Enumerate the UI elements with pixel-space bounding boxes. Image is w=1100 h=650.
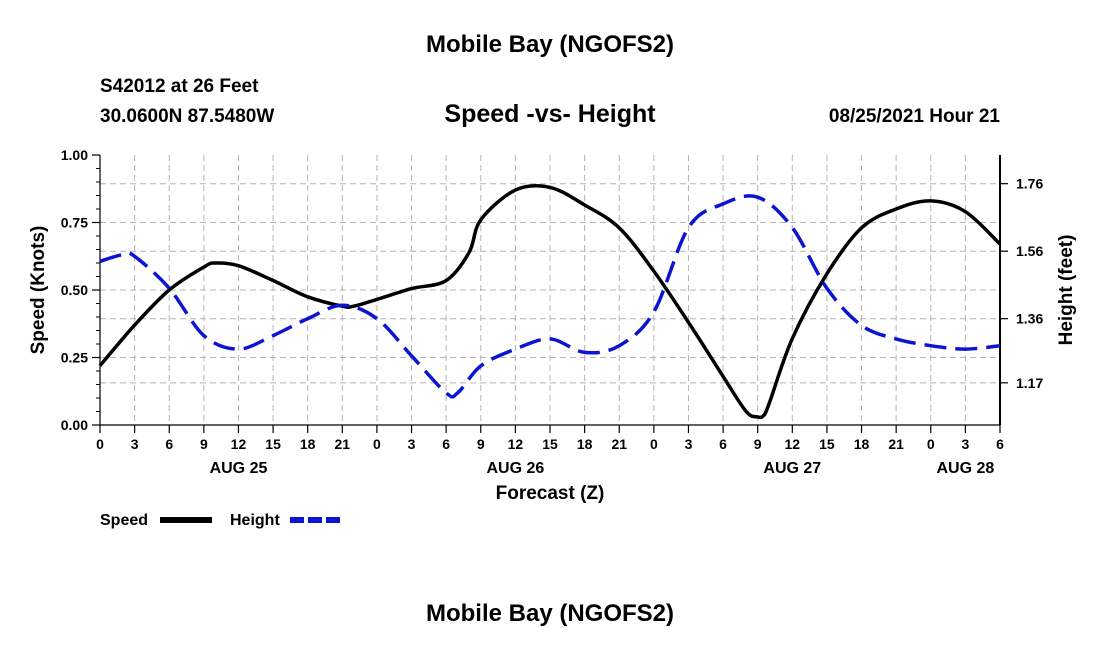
x-tick-label: 21 [611, 436, 627, 452]
y-tick-label: 0.00 [61, 417, 88, 433]
x-tick-label: 15 [542, 436, 558, 452]
x-tick-label: 3 [685, 436, 693, 452]
forecast-datetime: 08/25/2021 Hour 21 [828, 106, 1000, 127]
legend-height-label: Height [230, 512, 280, 529]
y2-axis-title: Height (feet) [1056, 235, 1077, 346]
y-axis-title: Speed (Knots) [28, 226, 49, 355]
chart-title: Mobile Bay (NGOFS2) [425, 31, 675, 58]
x-tick-label: 0 [927, 436, 935, 452]
x-tick-label: 15 [819, 436, 835, 452]
legend-speed-label: Speed [100, 512, 148, 529]
x-date-label: AUG 27 [763, 460, 821, 477]
x-tick-label: 6 [165, 436, 173, 452]
y-tick-label: 0.50 [61, 282, 88, 298]
x-axis-title: Forecast (Z) [496, 483, 605, 504]
station-coords: 30.0600N 87.5480W [100, 106, 275, 127]
x-tick-label: 15 [265, 436, 281, 452]
x-tick-label: 12 [785, 436, 801, 452]
x-tick-label: 0 [373, 436, 381, 452]
x-tick-label: 0 [96, 436, 104, 452]
x-tick-label: 0 [650, 436, 658, 452]
x-date-label: AUG 26 [486, 460, 544, 477]
y2-tick-label: 1.17 [1016, 375, 1043, 391]
footer-title: Mobile Bay (NGOFS2) [425, 600, 675, 627]
y-tick-label: 0.25 [61, 350, 88, 366]
height-series-line [99, 194, 1001, 399]
x-tick-label: 9 [477, 436, 485, 452]
x-tick-label: 9 [754, 436, 762, 452]
x-tick-label: 3 [961, 436, 969, 452]
x-date-label: AUG 25 [210, 460, 268, 477]
x-tick-label: 3 [408, 436, 416, 452]
speed-series-line [98, 183, 1002, 420]
x-tick-label: 6 [719, 436, 727, 452]
y2-tick-label: 1.36 [1016, 311, 1043, 327]
x-tick-label: 6 [996, 436, 1004, 452]
y-tick-label: 1.00 [61, 147, 88, 163]
y2-tick-label: 1.56 [1016, 243, 1043, 259]
station-label: S42012 at 26 Feet [100, 76, 259, 97]
x-tick-label: 3 [131, 436, 139, 452]
x-tick-label: 21 [335, 436, 351, 452]
x-tick-label: 18 [300, 436, 316, 452]
y2-tick-label: 1.76 [1016, 176, 1043, 192]
x-date-label: AUG 28 [936, 460, 994, 477]
x-tick-label: 6 [442, 436, 450, 452]
x-tick-label: 12 [508, 436, 524, 452]
x-tick-label: 9 [200, 436, 208, 452]
x-tick-label: 21 [888, 436, 904, 452]
y-tick-label: 0.75 [61, 215, 88, 231]
chart-subtitle: Speed -vs- Height [444, 100, 656, 128]
x-tick-label: 12 [231, 436, 247, 452]
x-tick-label: 18 [854, 436, 870, 452]
x-tick-label: 18 [577, 436, 593, 452]
